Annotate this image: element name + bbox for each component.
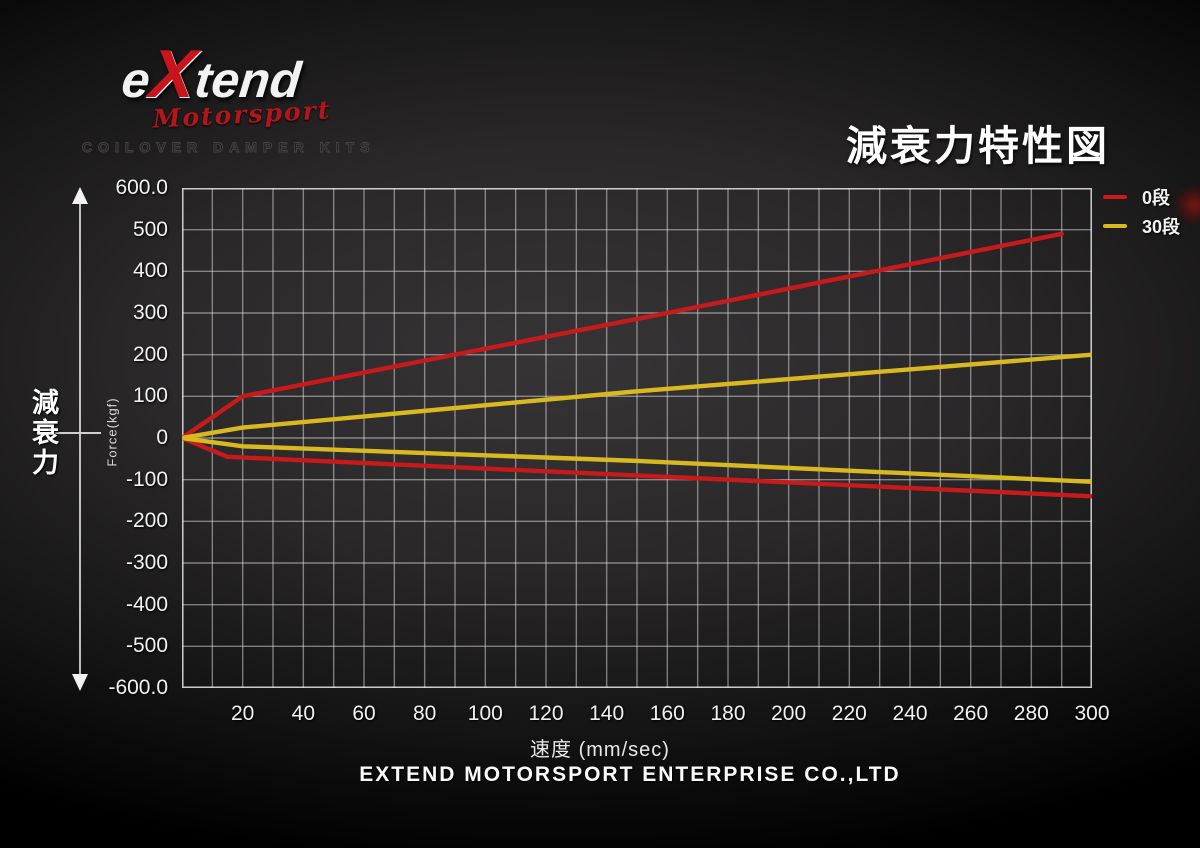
- force-axis-annotation: 減衰力: [28, 388, 58, 478]
- x-tick-label: 140: [589, 702, 625, 725]
- series-line-30段: [182, 435, 1092, 484]
- y-axis-ticks: 600.0 500 400 300 200 100 0 -100 -200 -300 -400 -50…: [0, 0, 168, 848]
- page-title: 減衰力特性図: [846, 123, 1110, 169]
- x-tick-label: 260: [953, 702, 989, 725]
- x-tick-label: 280: [1013, 702, 1049, 725]
- y-tick-label: 600.0: [115, 176, 168, 199]
- brand-logo: eXtend Motorsport COILOVER DAMPER KITS: [82, 36, 376, 156]
- chart-svg: [182, 188, 1092, 688]
- series-line-30段: [182, 352, 1092, 441]
- x-tick-label: 20: [230, 702, 255, 725]
- legend-label: 0段: [1142, 187, 1171, 208]
- x-tick-label: 200: [771, 702, 807, 725]
- x-tick-label: 100: [467, 702, 503, 725]
- y-tick-label: -300: [125, 551, 168, 574]
- y-tick-label: 300: [132, 301, 168, 324]
- y-tick-label: 500: [132, 217, 168, 241]
- x-tick-label: 240: [892, 702, 928, 725]
- brand-tagline: COILOVER DAMPER KITS: [82, 139, 376, 156]
- y-axis-label: Force(kgf): [104, 397, 120, 467]
- y-tick-label: 100: [132, 384, 168, 408]
- legend-item: 0段: [1103, 186, 1180, 208]
- y-tick-label: -100: [125, 467, 168, 491]
- x-tick-label: 300: [1074, 702, 1110, 725]
- y-tick-label: -400: [125, 592, 168, 616]
- y-tick-label: 0: [156, 426, 168, 449]
- legend-label: 30段: [1142, 216, 1181, 237]
- y-tick-label: -500: [125, 634, 168, 658]
- damping-chart: [182, 188, 1092, 688]
- footer: EXTEND MOTORSPORT ENTERPRISE CO.,LTD: [359, 763, 901, 786]
- y-tick-label: -200: [125, 509, 168, 533]
- legend-swatch: [1103, 223, 1127, 228]
- series-line-0段: [182, 231, 1064, 441]
- y-tick-label: -600.0: [108, 676, 168, 699]
- series-line-0段: [182, 435, 1092, 499]
- x-tick-label: 180: [710, 702, 746, 725]
- force-range-arrow-icon: [48, 187, 101, 691]
- x-tick-label: 220: [831, 702, 867, 725]
- x-tick-label: 80: [412, 702, 437, 725]
- legend-swatch: [1103, 194, 1127, 199]
- x-axis-label: 速度 (mm/sec): [530, 739, 670, 761]
- legend-item: 30段: [1103, 215, 1181, 237]
- y-tick-label: 200: [132, 342, 168, 366]
- x-tick-label: 40: [291, 702, 316, 725]
- red-smudge-decoration: [1174, 186, 1200, 224]
- y-tick-label: 400: [132, 259, 168, 283]
- x-tick-label: 60: [352, 702, 376, 725]
- x-tick-label: 120: [528, 702, 564, 725]
- legend: 0段 30段: [1103, 186, 1181, 237]
- x-tick-label: 160: [649, 702, 685, 725]
